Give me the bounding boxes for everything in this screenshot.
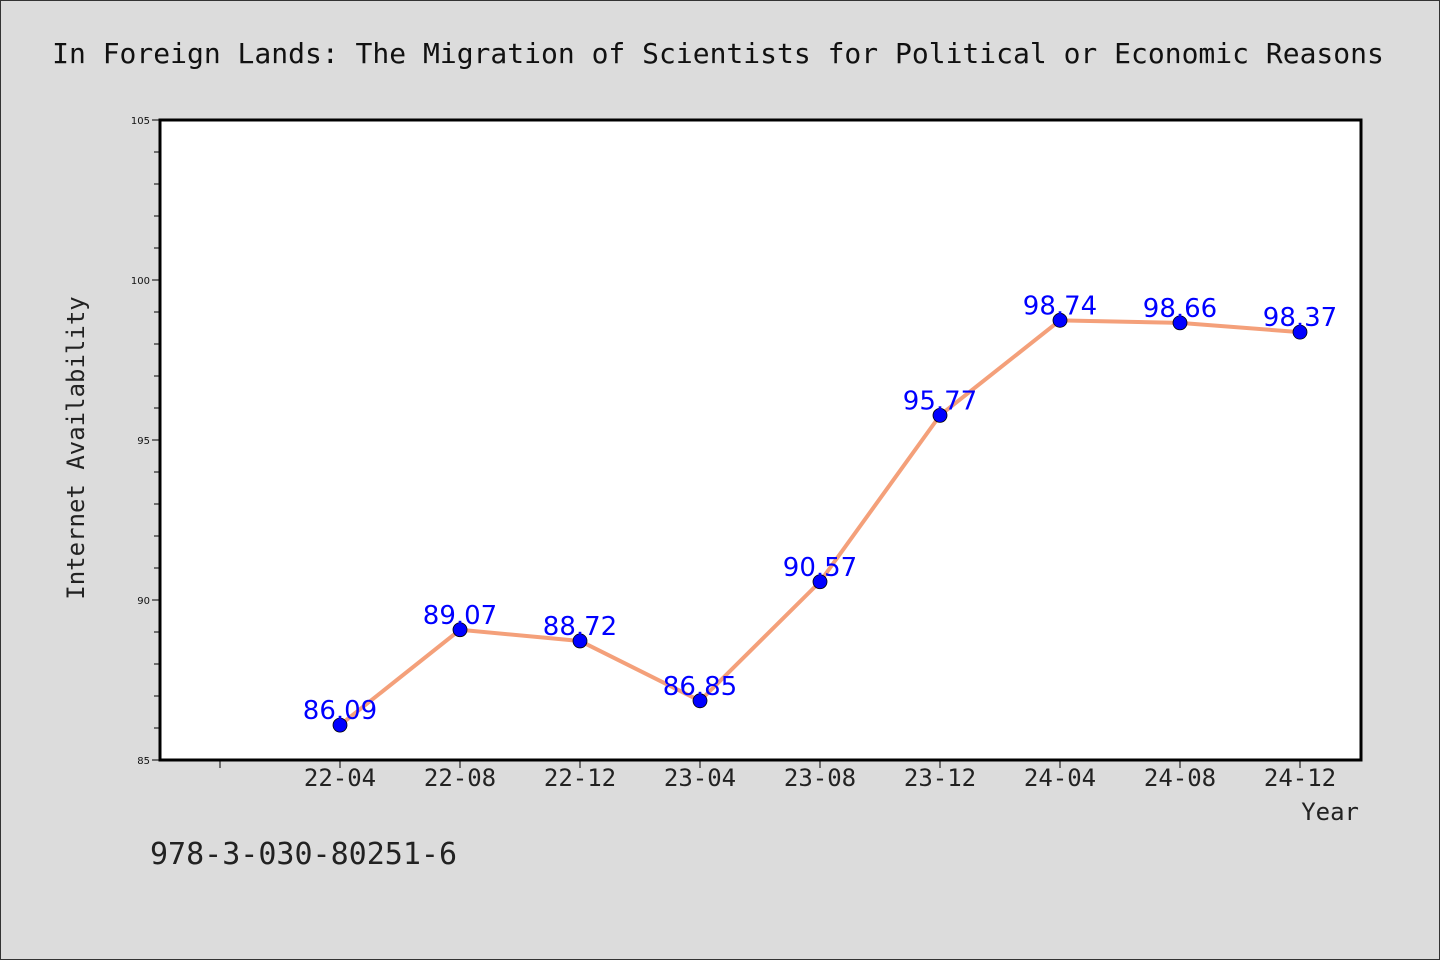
y-tick-label: 85: [137, 756, 150, 767]
data-labels: 86.09 89.07 88.72 86.85 90.57 95.77 98.74 98.66…: [303, 291, 1337, 726]
data-label: 86.09: [303, 696, 377, 726]
plot-area: [158, 118, 1363, 762]
data-point: [452, 622, 468, 638]
data-point: [332, 717, 348, 733]
data-label: 98.66: [1143, 294, 1217, 324]
chart-title: In Foreign Lands: The Migration of Scien…: [52, 37, 1384, 70]
data-point: [1292, 324, 1308, 340]
data-point: [1052, 312, 1068, 328]
x-tick-label: 24-08: [1144, 764, 1216, 792]
y-tick-label: 100: [131, 276, 150, 287]
data-label: 89.07: [423, 601, 497, 631]
y-tick-label: 105: [131, 116, 150, 127]
data-point: [572, 633, 588, 649]
data-point: [932, 407, 948, 423]
data-label: 95.77: [903, 386, 977, 416]
data-point: [812, 574, 828, 590]
data-label: 88.72: [543, 612, 617, 642]
x-axis-label: Year: [1301, 798, 1359, 826]
x-tick-label: 22-08: [424, 764, 496, 792]
data-label: 86.85: [663, 672, 737, 702]
data-point: [692, 693, 708, 709]
x-tick-label: 22-04: [304, 764, 376, 792]
series-line: [332, 312, 1308, 733]
y-axis-ticks: 85 90 95 100 105: [131, 116, 160, 767]
y-axis-label: Internet Availability: [62, 296, 90, 599]
isbn-text: 978-3-030-80251-6: [150, 837, 457, 872]
data-label: 98.37: [1263, 303, 1337, 333]
x-tick-label: 24-12: [1264, 764, 1336, 792]
data-label: 90.57: [783, 553, 857, 583]
data-point: [1172, 315, 1188, 331]
y-tick-label: 90: [137, 596, 150, 607]
x-axis-ticks: 22-04 22-08 22-12 23-04 23-08 23-12 24-04 24-08…: [219, 760, 1336, 792]
x-tick-label: 24-04: [1024, 764, 1096, 792]
x-tick-label: 23-12: [904, 764, 976, 792]
y-tick-label: 95: [137, 436, 150, 447]
x-tick-label: 23-04: [664, 764, 736, 792]
x-tick-label: 22-12: [544, 764, 616, 792]
data-label: 98.74: [1023, 291, 1097, 321]
x-tick-label: 23-08: [784, 764, 856, 792]
